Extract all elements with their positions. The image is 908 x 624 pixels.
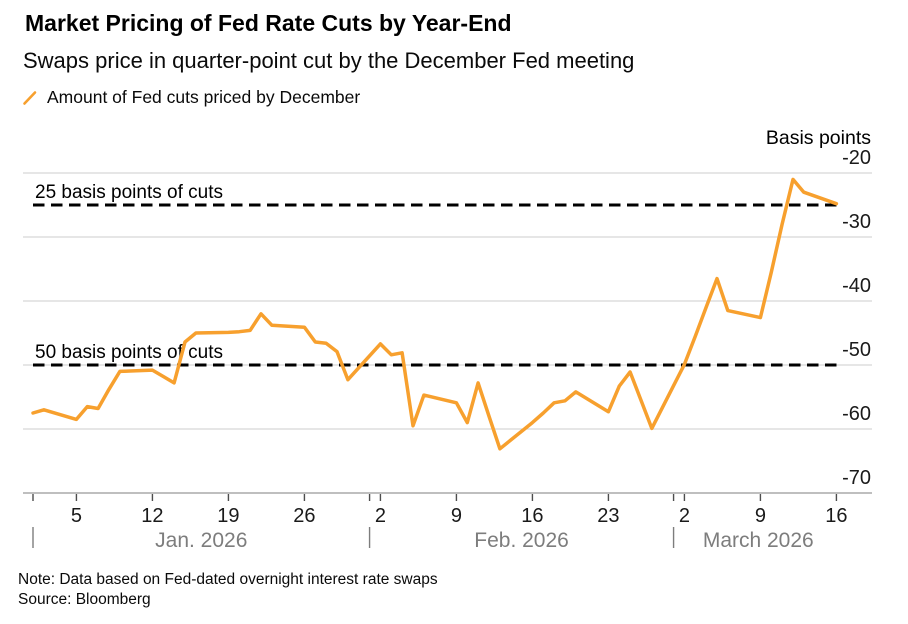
legend-label: Amount of Fed cuts priced by December — [47, 87, 361, 107]
x-axis-tick-label: 2 — [679, 505, 690, 527]
y-axis-tick-label: -20 — [842, 147, 871, 169]
x-axis-tick-label: 5 — [71, 505, 82, 527]
threshold-label: 50 basis points of cuts — [35, 342, 223, 363]
y-axis-tick-label: -40 — [842, 275, 871, 297]
y-axis-tick-label: -60 — [842, 403, 871, 425]
month-label: March 2026 — [703, 529, 814, 552]
x-axis-tick-label: 2 — [375, 505, 386, 527]
note-text: Note: Data based on Fed-dated overnight … — [18, 571, 438, 588]
x-axis-tick-label: 19 — [217, 505, 239, 527]
x-axis-tick-label: 16 — [521, 505, 543, 527]
threshold-label: 25 basis points of cuts — [35, 182, 223, 203]
x-axis-tick-label: 26 — [293, 505, 315, 527]
y-axis-title: Basis points — [766, 127, 871, 149]
page-title: Market Pricing of Fed Rate Cuts by Year-… — [25, 10, 512, 36]
fed-cuts-price-line — [31, 177, 839, 451]
y-axis-tick-label: -50 — [842, 339, 871, 361]
source-text: Source: Bloomberg — [18, 591, 151, 608]
month-label: Jan. 2026 — [155, 529, 247, 552]
month-label: Feb. 2026 — [474, 529, 569, 552]
chart-subtitle: Swaps price in quarter-point cut by the … — [23, 48, 635, 73]
x-axis-tick-label: 23 — [597, 505, 619, 527]
footnotes: Note: Data based on Fed-dated overnight … — [18, 570, 438, 610]
x-axis-tick-label: 9 — [451, 505, 462, 527]
y-axis-tick-label: -30 — [842, 211, 871, 233]
x-axis-tick-label: 16 — [825, 505, 847, 527]
x-axis-tick-label: 12 — [141, 505, 163, 527]
x-axis-tick-label: 9 — [755, 505, 766, 527]
legend: Amount of Fed cuts priced by December — [22, 87, 360, 108]
series-slash-icon — [23, 90, 37, 105]
y-axis-tick-label: -70 — [842, 467, 871, 489]
